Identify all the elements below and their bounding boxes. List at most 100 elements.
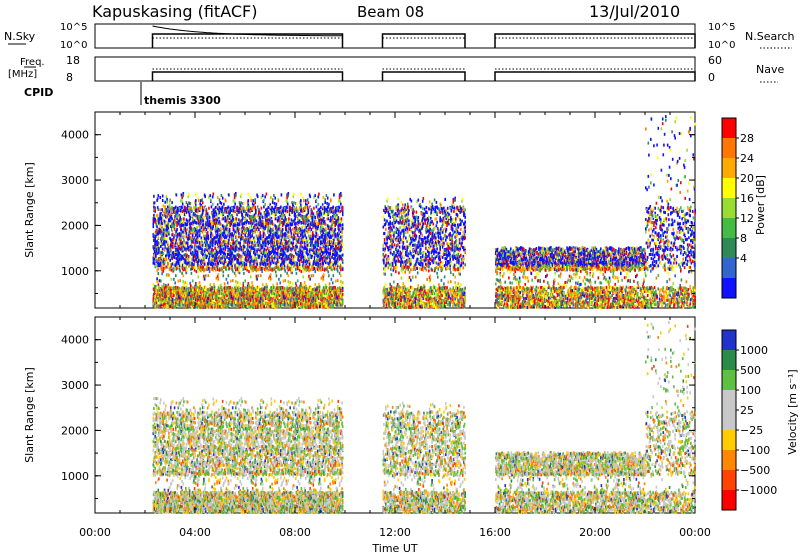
range-cell xyxy=(248,270,250,274)
range-cell xyxy=(176,250,178,254)
range-cell xyxy=(166,200,168,204)
range-cell xyxy=(266,285,268,289)
range-cell xyxy=(174,250,176,254)
range-cell xyxy=(211,291,213,294)
range-cell xyxy=(208,270,211,273)
range-cell xyxy=(206,300,209,304)
range-cell xyxy=(205,212,208,216)
range-cell xyxy=(153,235,155,239)
range-cell xyxy=(236,281,239,285)
range-cell xyxy=(185,201,188,205)
range-cell xyxy=(155,240,157,244)
range-cell xyxy=(162,297,165,301)
range-cell xyxy=(177,288,180,292)
range-cell xyxy=(163,302,166,306)
range-cell xyxy=(184,281,186,285)
range-cell xyxy=(187,237,190,241)
range-cell xyxy=(209,222,211,226)
range-cell xyxy=(205,228,208,231)
nsky-label: N.Sky xyxy=(4,30,36,43)
range-cell xyxy=(156,247,159,251)
range-cell xyxy=(195,239,197,243)
range-cell xyxy=(277,230,280,234)
range-cell xyxy=(194,241,196,245)
range-cell xyxy=(158,264,160,267)
range-cell xyxy=(162,231,165,235)
range-cell xyxy=(153,257,155,261)
range-cell xyxy=(176,232,179,236)
range-cell xyxy=(232,262,235,266)
range-cell xyxy=(224,216,226,220)
range-cell xyxy=(153,194,155,198)
range-cell xyxy=(162,305,165,309)
range-cell xyxy=(206,231,209,235)
range-cell xyxy=(158,242,161,245)
range-cell xyxy=(287,223,290,227)
range-cell xyxy=(221,298,224,302)
range-cell xyxy=(196,288,199,292)
range-cell xyxy=(172,221,175,225)
range-cell xyxy=(176,224,178,227)
range-cell xyxy=(259,219,261,223)
range-cell xyxy=(189,208,191,212)
range-cell xyxy=(158,250,160,254)
nsearch-tick-top: 10^5 xyxy=(708,22,735,33)
range-cell xyxy=(180,254,183,258)
range-cell xyxy=(224,246,226,250)
range-cell xyxy=(287,280,290,283)
range-cell xyxy=(212,192,215,196)
range-cell xyxy=(181,221,184,225)
range-cell xyxy=(167,294,170,298)
range-cell xyxy=(185,210,188,214)
range-cell xyxy=(218,220,221,224)
range-cell xyxy=(197,263,200,267)
range-cell xyxy=(248,241,251,245)
range-cell xyxy=(188,210,190,214)
range-cell xyxy=(214,262,216,266)
range-cell xyxy=(236,238,238,242)
range-cell xyxy=(178,209,180,212)
range-cell xyxy=(205,210,208,214)
range-cell xyxy=(215,211,218,215)
range-cell xyxy=(221,217,223,221)
range-cell xyxy=(195,257,198,261)
range-cell xyxy=(160,239,163,243)
range-cell xyxy=(153,250,156,254)
range-cell xyxy=(216,233,219,237)
range-cell xyxy=(171,298,174,301)
range-cell xyxy=(223,302,226,305)
range-cell xyxy=(173,260,175,264)
range-cell xyxy=(161,256,163,260)
range-cell xyxy=(156,280,159,284)
range-cell xyxy=(241,215,244,219)
range-cell xyxy=(216,215,218,219)
range-cell xyxy=(275,217,277,221)
range-cell xyxy=(188,233,190,236)
range-cell xyxy=(184,206,186,210)
range-cell xyxy=(175,274,177,278)
range-cell xyxy=(164,200,166,204)
range-cell xyxy=(277,199,280,203)
range-cell xyxy=(226,281,229,285)
range-cell xyxy=(213,287,215,291)
range-cell xyxy=(169,198,171,202)
range-cell xyxy=(159,212,161,216)
range-cell xyxy=(197,275,200,279)
range-cell xyxy=(198,241,201,245)
range-cell xyxy=(205,208,208,212)
range-cell xyxy=(205,256,208,260)
range-cell xyxy=(175,205,177,209)
range-cell xyxy=(203,277,206,281)
range-cell xyxy=(218,238,221,242)
range-cell xyxy=(186,227,188,231)
range-cell xyxy=(211,195,214,199)
range-cell xyxy=(175,245,177,249)
range-cell xyxy=(273,194,275,197)
range-cell xyxy=(201,211,204,215)
range-cell xyxy=(196,258,199,262)
range-cell xyxy=(185,291,187,295)
range-cell xyxy=(285,254,288,258)
range-cell xyxy=(168,273,170,277)
range-cell xyxy=(243,245,246,249)
nsearch-label: N.Search xyxy=(745,30,795,43)
